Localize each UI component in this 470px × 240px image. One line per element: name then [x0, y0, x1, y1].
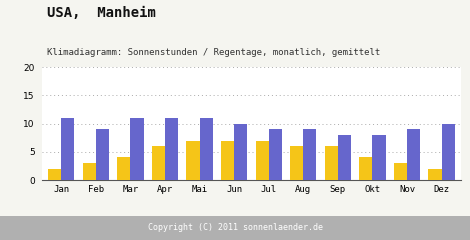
Bar [407, 129, 420, 180]
Bar [303, 129, 316, 180]
Bar [338, 135, 351, 180]
Bar [187, 141, 200, 180]
Bar [372, 135, 385, 180]
Bar [269, 129, 282, 180]
Bar [256, 141, 269, 180]
Bar [442, 124, 454, 180]
Bar [290, 146, 303, 180]
Text: Klimadiagramm: Sonnenstunden / Regentage, monatlich, gemittelt: Klimadiagramm: Sonnenstunden / Regentage… [47, 48, 380, 57]
Text: USA,  Manheim: USA, Manheim [47, 6, 156, 20]
Bar [325, 146, 338, 180]
Bar [165, 118, 178, 180]
Text: Copyright (C) 2011 sonnenlaender.de: Copyright (C) 2011 sonnenlaender.de [148, 223, 322, 233]
Bar [118, 157, 131, 180]
Bar [429, 169, 442, 180]
Bar [200, 118, 213, 180]
Bar [61, 118, 74, 180]
Bar [394, 163, 407, 180]
Bar [48, 169, 61, 180]
Bar [221, 141, 234, 180]
Bar [234, 124, 247, 180]
Bar [96, 129, 109, 180]
Bar [83, 163, 96, 180]
Bar [359, 157, 372, 180]
Legend: Sonnenstunden / Tag, Regentage / Monat: Sonnenstunden / Tag, Regentage / Monat [129, 227, 374, 240]
Bar [152, 146, 165, 180]
Bar [131, 118, 144, 180]
